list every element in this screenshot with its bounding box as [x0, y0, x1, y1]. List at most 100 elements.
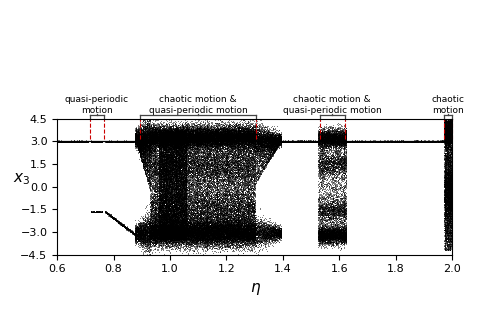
Point — [180, 230, 188, 235]
Point — [220, 135, 228, 140]
Point — [251, 167, 258, 172]
Point — [211, 139, 219, 144]
Point — [201, 209, 208, 214]
Point — [160, 202, 168, 207]
Point — [193, 146, 201, 151]
Point — [178, 136, 185, 141]
Point — [446, 191, 454, 196]
Point — [395, 139, 403, 144]
Point — [258, 162, 266, 167]
Point — [179, 136, 186, 141]
Point — [157, 176, 165, 181]
Point — [179, 152, 187, 157]
Point — [151, 138, 159, 143]
Point — [242, 164, 250, 169]
Point — [216, 208, 224, 213]
Point — [173, 193, 180, 198]
Point — [265, 133, 273, 138]
Point — [153, 129, 161, 134]
Point — [195, 138, 203, 143]
Point — [170, 227, 178, 232]
Point — [217, 237, 225, 242]
Point — [172, 192, 180, 197]
Point — [185, 137, 192, 142]
Point — [132, 136, 139, 141]
Point — [213, 175, 220, 180]
Point — [254, 244, 262, 249]
Point — [171, 167, 179, 172]
Point — [191, 127, 198, 132]
Point — [192, 137, 200, 142]
Point — [137, 156, 145, 161]
Point — [242, 234, 250, 239]
Point — [318, 235, 326, 240]
Point — [169, 241, 177, 246]
Point — [158, 231, 166, 236]
Point — [425, 139, 432, 144]
Point — [225, 223, 233, 228]
Point — [251, 234, 259, 239]
Point — [54, 139, 62, 144]
Point — [166, 228, 174, 233]
Point — [157, 172, 165, 177]
Point — [210, 166, 217, 171]
Point — [444, 156, 452, 161]
Point — [215, 197, 223, 202]
Point — [321, 173, 328, 178]
Point — [330, 178, 337, 183]
Point — [228, 127, 235, 132]
Point — [239, 229, 246, 234]
Point — [161, 185, 168, 190]
Point — [166, 136, 174, 141]
Point — [141, 232, 148, 237]
Point — [66, 139, 74, 144]
Point — [133, 135, 141, 140]
Point — [325, 229, 333, 234]
Point — [159, 232, 167, 237]
Point — [204, 151, 211, 156]
Point — [168, 142, 176, 147]
Point — [191, 131, 199, 136]
Point — [95, 139, 103, 144]
Point — [181, 136, 189, 141]
Point — [179, 200, 186, 205]
Point — [152, 133, 160, 138]
Point — [175, 131, 182, 136]
Point — [159, 229, 167, 234]
Point — [200, 223, 208, 228]
Point — [448, 140, 456, 144]
Point — [154, 128, 161, 133]
Point — [207, 138, 215, 143]
Point — [308, 139, 316, 144]
Point — [188, 228, 195, 233]
Point — [340, 236, 348, 241]
Point — [318, 234, 326, 239]
Point — [205, 243, 213, 248]
Point — [145, 170, 153, 175]
Point — [276, 227, 284, 232]
Point — [447, 146, 455, 151]
Point — [182, 178, 190, 183]
Point — [168, 139, 175, 144]
Point — [350, 139, 358, 144]
Point — [232, 234, 240, 239]
Point — [196, 240, 204, 245]
Point — [166, 133, 174, 138]
Point — [125, 138, 132, 143]
Point — [248, 176, 255, 181]
Point — [158, 131, 166, 136]
Point — [179, 137, 186, 142]
Point — [173, 135, 180, 140]
Point — [445, 136, 453, 141]
Point — [361, 138, 369, 143]
Point — [162, 228, 169, 233]
Point — [236, 192, 244, 197]
Point — [210, 195, 217, 200]
Point — [240, 125, 248, 130]
Point — [161, 225, 168, 230]
Point — [236, 157, 243, 162]
Point — [197, 212, 205, 217]
Point — [317, 139, 325, 144]
Point — [177, 179, 185, 184]
Point — [219, 125, 227, 130]
